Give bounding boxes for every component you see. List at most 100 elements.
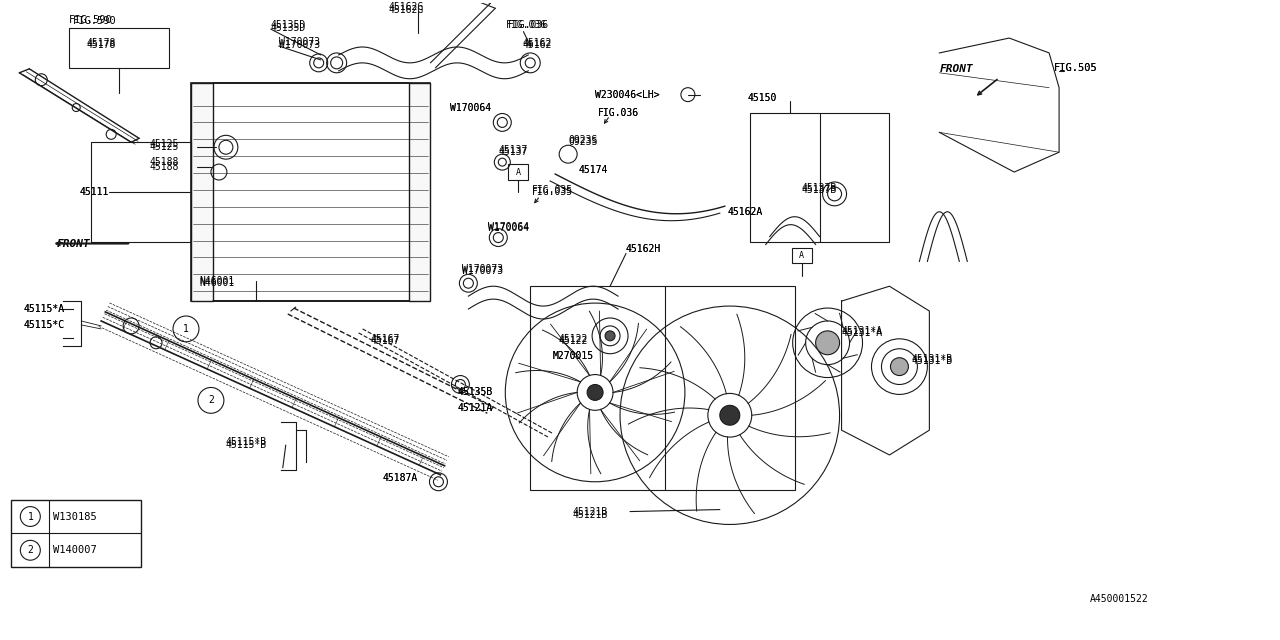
Text: W130185: W130185 <box>54 511 97 522</box>
Bar <box>508 164 529 180</box>
Text: 45188: 45188 <box>148 157 178 167</box>
Bar <box>750 113 890 241</box>
Text: 45162H: 45162H <box>625 244 660 255</box>
Text: FIG.036: FIG.036 <box>598 108 639 118</box>
Text: 45162H: 45162H <box>625 244 660 255</box>
Text: 0923S: 0923S <box>568 138 598 147</box>
Text: 45174: 45174 <box>579 165 608 175</box>
Text: W170073: W170073 <box>462 264 503 275</box>
Text: 45135D: 45135D <box>271 20 306 30</box>
Text: 45150: 45150 <box>748 93 777 102</box>
Bar <box>12 500 141 567</box>
Text: 45167: 45167 <box>371 334 399 344</box>
Bar <box>91 142 191 241</box>
Text: FRONT: FRONT <box>56 239 90 248</box>
Text: 45162G: 45162G <box>389 3 424 12</box>
Text: 1: 1 <box>183 324 189 334</box>
Text: 45125: 45125 <box>148 140 178 149</box>
Text: 45135B: 45135B <box>457 387 493 397</box>
Circle shape <box>605 331 616 341</box>
Text: 45174: 45174 <box>579 165 608 175</box>
Text: FIG.035: FIG.035 <box>532 185 573 195</box>
Text: W170073: W170073 <box>279 40 320 50</box>
Text: 45121A: 45121A <box>457 403 493 413</box>
Circle shape <box>815 331 840 355</box>
Text: 45115*C: 45115*C <box>23 320 64 330</box>
Text: 45131*A: 45131*A <box>841 328 883 338</box>
Text: W170073: W170073 <box>462 266 503 276</box>
Bar <box>191 83 212 301</box>
Text: N46001: N46001 <box>198 278 234 288</box>
Text: 45121B: 45121B <box>572 509 608 520</box>
Text: FRONT: FRONT <box>940 64 973 74</box>
Text: 45131*A: 45131*A <box>841 326 883 336</box>
Text: 45131*B: 45131*B <box>911 354 952 364</box>
Bar <box>530 286 795 490</box>
Text: 45115*C: 45115*C <box>23 320 64 330</box>
Text: M270015: M270015 <box>552 351 594 361</box>
Circle shape <box>719 405 740 425</box>
Text: N46001: N46001 <box>198 276 234 286</box>
Bar <box>791 248 812 264</box>
Text: 45111: 45111 <box>79 187 109 197</box>
Text: 45135B: 45135B <box>457 387 493 397</box>
Circle shape <box>588 385 603 401</box>
Text: W170064: W170064 <box>489 223 530 233</box>
Text: A450001522: A450001522 <box>1091 594 1149 604</box>
Circle shape <box>891 358 909 376</box>
Text: 2: 2 <box>207 396 214 405</box>
Text: W170064: W170064 <box>489 221 530 232</box>
Text: 45162: 45162 <box>522 38 552 48</box>
Text: 45115*B: 45115*B <box>225 437 268 447</box>
Text: A: A <box>516 168 521 177</box>
Text: 45122: 45122 <box>558 336 588 346</box>
Text: 45115*A: 45115*A <box>23 304 64 314</box>
Text: FIG.036: FIG.036 <box>507 20 548 30</box>
Text: FIG.035: FIG.035 <box>532 187 573 197</box>
Text: 45162A: 45162A <box>728 207 763 217</box>
Text: 45131*B: 45131*B <box>911 356 952 365</box>
Text: 45137B: 45137B <box>801 183 837 193</box>
Text: 45162G: 45162G <box>389 5 424 15</box>
Text: 45121A: 45121A <box>457 403 493 413</box>
Text: 45137: 45137 <box>498 147 527 157</box>
Text: FIG.590: FIG.590 <box>73 16 116 26</box>
Text: 45178: 45178 <box>86 38 115 48</box>
Text: W230046<LH>: W230046<LH> <box>595 90 659 100</box>
Text: 45162A: 45162A <box>728 207 763 217</box>
Text: 1: 1 <box>27 511 33 522</box>
Text: FIG.505: FIG.505 <box>1055 63 1098 73</box>
Text: M270015: M270015 <box>552 351 594 361</box>
Text: FIG.505: FIG.505 <box>1055 63 1098 73</box>
Text: 45115*A: 45115*A <box>23 304 64 314</box>
Text: W170064: W170064 <box>451 102 492 113</box>
Bar <box>69 28 169 68</box>
Text: 45162: 45162 <box>522 40 552 50</box>
Text: 0923S: 0923S <box>568 135 598 145</box>
Text: 45150: 45150 <box>748 93 777 102</box>
Text: 45115*B: 45115*B <box>225 440 268 450</box>
Text: 45122: 45122 <box>558 334 588 344</box>
Text: W140007: W140007 <box>54 545 97 556</box>
Text: 45137B: 45137B <box>801 185 837 195</box>
Text: 45167: 45167 <box>371 336 399 346</box>
Text: 45178: 45178 <box>86 40 115 50</box>
Text: 45135D: 45135D <box>271 23 306 33</box>
Text: A: A <box>799 251 804 260</box>
Text: W230046<LH>: W230046<LH> <box>595 90 659 100</box>
Text: 45125: 45125 <box>148 142 178 152</box>
Text: 45188: 45188 <box>148 162 178 172</box>
Text: 45187A: 45187A <box>383 473 417 483</box>
Text: FIG.036: FIG.036 <box>598 108 639 118</box>
Text: 2: 2 <box>27 545 33 556</box>
Text: FIG.036: FIG.036 <box>508 20 549 30</box>
Text: 45121B: 45121B <box>572 506 608 516</box>
Text: W170073: W170073 <box>279 37 320 47</box>
Bar <box>408 83 430 301</box>
Bar <box>191 83 430 301</box>
Text: 45187A: 45187A <box>383 473 417 483</box>
Text: 45137: 45137 <box>498 145 527 156</box>
Text: FIG.590: FIG.590 <box>69 15 113 25</box>
Text: W170064: W170064 <box>451 102 492 113</box>
Text: 45111: 45111 <box>79 187 109 197</box>
